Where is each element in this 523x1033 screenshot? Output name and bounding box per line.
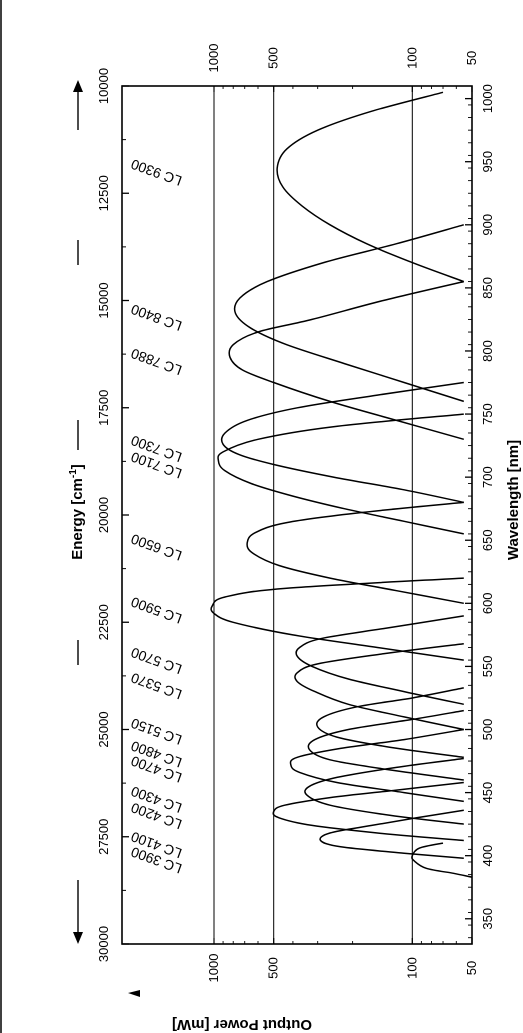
energy-axis-title: Energy [cm-1] — [68, 464, 86, 560]
energy-tick-label: 10000 — [96, 68, 111, 104]
energy-tick-label: 15000 — [96, 282, 111, 318]
power-tick-label-bottom: 1000 — [206, 954, 221, 983]
wavelength-tick-label: 350 — [480, 908, 495, 930]
curve-lc-4300 — [304, 757, 464, 825]
wavelength-tick-label: 450 — [480, 782, 495, 804]
tick-layer: 10000 12500 15000 17500 20000 22500 25000 27500… — [96, 44, 495, 983]
curve-lc-4800 — [307, 709, 464, 781]
energy-tick-label: 22500 — [96, 604, 111, 640]
wavelength-tick-label: 850 — [480, 277, 495, 299]
power-axis-title: Output Power [mW] — [172, 1016, 312, 1033]
wavelength-tick-label: 950 — [480, 151, 495, 173]
wavelength-tick-label: 650 — [480, 529, 495, 551]
energy-tick-label: 27500 — [96, 819, 111, 855]
curve-lc-7100 — [217, 413, 464, 535]
wavelength-tick-label: 550 — [480, 656, 495, 678]
wavelength-tick-label: 700 — [480, 466, 495, 488]
power-tick-label-top: 100 — [404, 47, 419, 69]
wavelength-tick-label: 1000 — [480, 84, 495, 113]
power-tick-label-bottom: 50 — [464, 961, 479, 975]
wavelength-axis-title: Wavelength [nm] — [505, 440, 522, 560]
energy-arrow-bottom — [73, 880, 83, 944]
power-tick-label-top: 1000 — [206, 44, 221, 73]
energy-tick-label: 25000 — [96, 711, 111, 747]
energy-tick-label: 12500 — [96, 175, 111, 211]
curve-lc-6500 — [246, 501, 464, 605]
wavelength-tick-label: 800 — [480, 340, 495, 362]
curve-lc-5150 — [316, 687, 464, 759]
curve-lc-5370 — [294, 642, 464, 731]
power-arrow-small — [128, 990, 140, 997]
curve-lc-4200 — [272, 781, 464, 842]
wavelength-tick-label: 600 — [480, 592, 495, 614]
wavelength-tick-label: 900 — [480, 214, 495, 236]
curve-lc-5900 — [210, 577, 464, 661]
energy-tick-label: 20000 — [96, 497, 111, 533]
power-tick-label-top: 500 — [266, 47, 281, 69]
power-tick-label-top: 50 — [464, 51, 479, 65]
curve-lc-5700 — [295, 615, 464, 706]
curve-lc-7880 — [228, 280, 465, 441]
power-tick-label-bottom: 500 — [266, 957, 281, 979]
wavelength-tick-label: 750 — [480, 403, 495, 425]
curve-lc-7300 — [220, 381, 464, 504]
grid-layer — [213, 86, 413, 944]
curve-layer — [210, 91, 473, 878]
energy-arrow-top — [73, 80, 83, 130]
curve-lc-9300 — [276, 91, 465, 283]
wavelength-tick-label: 400 — [480, 845, 495, 867]
energy-tick-label: 30000 — [96, 926, 111, 962]
curve-lc-3900 — [411, 842, 473, 878]
power-tick-label-bottom: 100 — [404, 957, 419, 979]
curve-lc-8400 — [233, 224, 465, 403]
energy-tick-label: 17500 — [96, 390, 111, 426]
curve-lc-4700 — [289, 728, 464, 803]
wavelength-tick-label: 500 — [480, 719, 495, 741]
